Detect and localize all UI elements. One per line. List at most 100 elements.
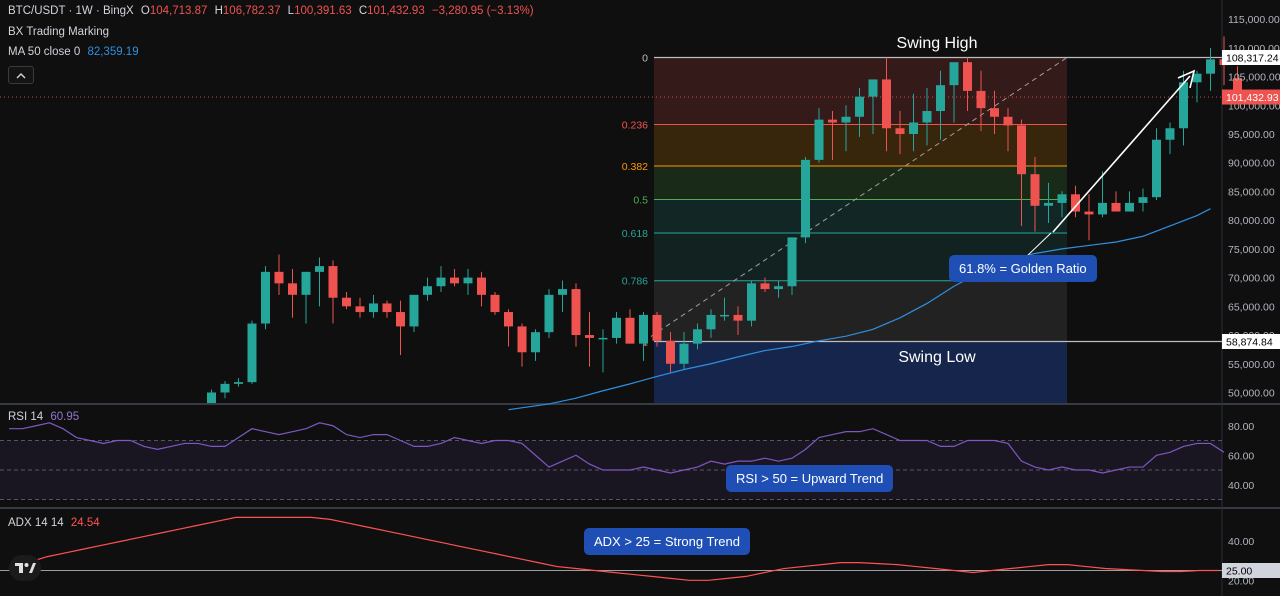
change-value: −3,280.95 (−3.13%) [431,5,534,17]
rsi-legend[interactable]: RSI 14 60.95 [8,411,83,423]
candle-body [571,289,581,336]
price-axis-label: 50,000.00 [1228,387,1275,399]
candle-body [315,266,324,272]
candle-body [544,294,554,333]
low-label: L [287,5,295,17]
price-axis-label: 105,000.00 [1228,72,1280,84]
rsi-value: 60.95 [50,411,80,423]
close-label: C [358,5,368,17]
price-axis-label: 85,000.00 [1228,186,1275,198]
fib-zone [654,199,1067,234]
high-value: 106,782.37 [222,5,281,17]
swing-low-price-badge-bg [1222,334,1280,349]
candle-body [949,62,959,86]
candle-body [666,340,675,364]
candle-body [207,392,216,403]
candle-body [1084,211,1094,215]
candle-body [1098,202,1107,215]
candle-body [612,317,621,338]
candle-body [693,329,702,344]
chevron-up-icon [16,72,26,78]
candle-body [720,314,729,317]
candle-body [436,277,446,287]
candle-body [220,383,230,393]
adx-axis-label: 20.00 [1228,575,1254,587]
swing-high-price-badge: 108,317.24 [1226,53,1279,65]
price-axis-label: 95,000.00 [1228,129,1275,141]
candle-body [369,303,378,313]
candle-body [990,108,999,117]
fib-level-label: 0.618 [622,228,648,240]
candle-body [463,277,473,284]
candle-body [274,271,284,284]
collapse-legend-button[interactable] [8,66,34,84]
candle-body [1152,139,1161,198]
swing-high-price-badge-bg [1222,50,1280,65]
open-label: O [140,5,150,17]
candle-body [787,237,797,287]
price-axis-label: 70,000.00 [1228,273,1275,285]
candle-body [423,286,432,295]
fib-level-label: 0.382 [622,161,648,173]
candle-body [882,79,891,129]
ma-value: 82,359.19 [87,46,139,58]
candle-body [936,85,945,112]
candle-body [922,111,932,123]
swing-high-label: Swing High [897,35,978,52]
adx-legend[interactable]: ADX 14 14 24.54 [8,517,104,529]
rsi-label: RSI 14 [8,411,44,423]
rsi-line [9,422,1225,474]
indicator-legend-bx[interactable]: BX Trading Marking [8,26,113,38]
candle-body [733,314,743,321]
symbol-label: BTC/USDT · 1W · BingX [8,5,134,17]
candle-body [760,283,770,290]
candle-body [828,119,837,123]
close-value: 101,432.93 [367,5,425,17]
golden-ratio-pointer [1025,232,1052,258]
tradingview-logo-icon[interactable] [9,555,41,581]
current-price-badge-bg [1222,89,1280,105]
candle-body [355,306,365,313]
adx-reference-badge-bg [1222,563,1280,578]
candle-body [382,303,392,313]
indicator-legend-ma[interactable]: MA 50 close 0 82,359.19 [8,46,143,58]
ma50-line [508,208,1211,411]
candle-body [1125,202,1134,212]
fib-level-label: 0.236 [622,120,648,132]
symbol-legend[interactable]: BTC/USDT · 1W · BingX O104,713.87 H106,7… [8,5,538,17]
fib-zone [654,165,1067,200]
candle-body [868,79,878,97]
price-axis-label: 80,000.00 [1228,215,1275,227]
fib-zone [654,280,1067,342]
candle-body [1206,59,1215,74]
candle-body [328,266,338,298]
candle-body [1192,73,1202,83]
current-price-badge: 101,432.93 [1226,92,1279,104]
candle-body [1138,197,1148,203]
candle-body [1071,194,1080,212]
swing-low-label: Swing Low [898,349,976,366]
price-axis-label: 65,000.00 [1228,301,1275,313]
target-arrow-head [1177,69,1196,89]
candle-body [477,277,486,295]
fib-trend-line [643,57,1068,342]
candle-body [801,159,810,238]
candle-body [639,314,648,344]
candle-body [1233,78,1242,98]
fib-level-label: 0 [642,53,648,65]
candle-body [1179,82,1188,129]
adx-axis-label: 40.00 [1228,536,1254,548]
candle-body [517,326,527,353]
indicator-label: BX Trading Marking [8,26,109,38]
candle-body [1017,125,1026,175]
candle-body [396,312,405,327]
ma-label: MA 50 close 0 [8,46,81,58]
candle-body [909,122,918,134]
adx-line [8,516,1219,581]
candle-body [1057,194,1067,203]
candle-body [855,96,864,117]
candle-body [342,297,351,307]
fib-level-label: 0.786 [622,276,648,288]
candle-body [531,332,540,353]
